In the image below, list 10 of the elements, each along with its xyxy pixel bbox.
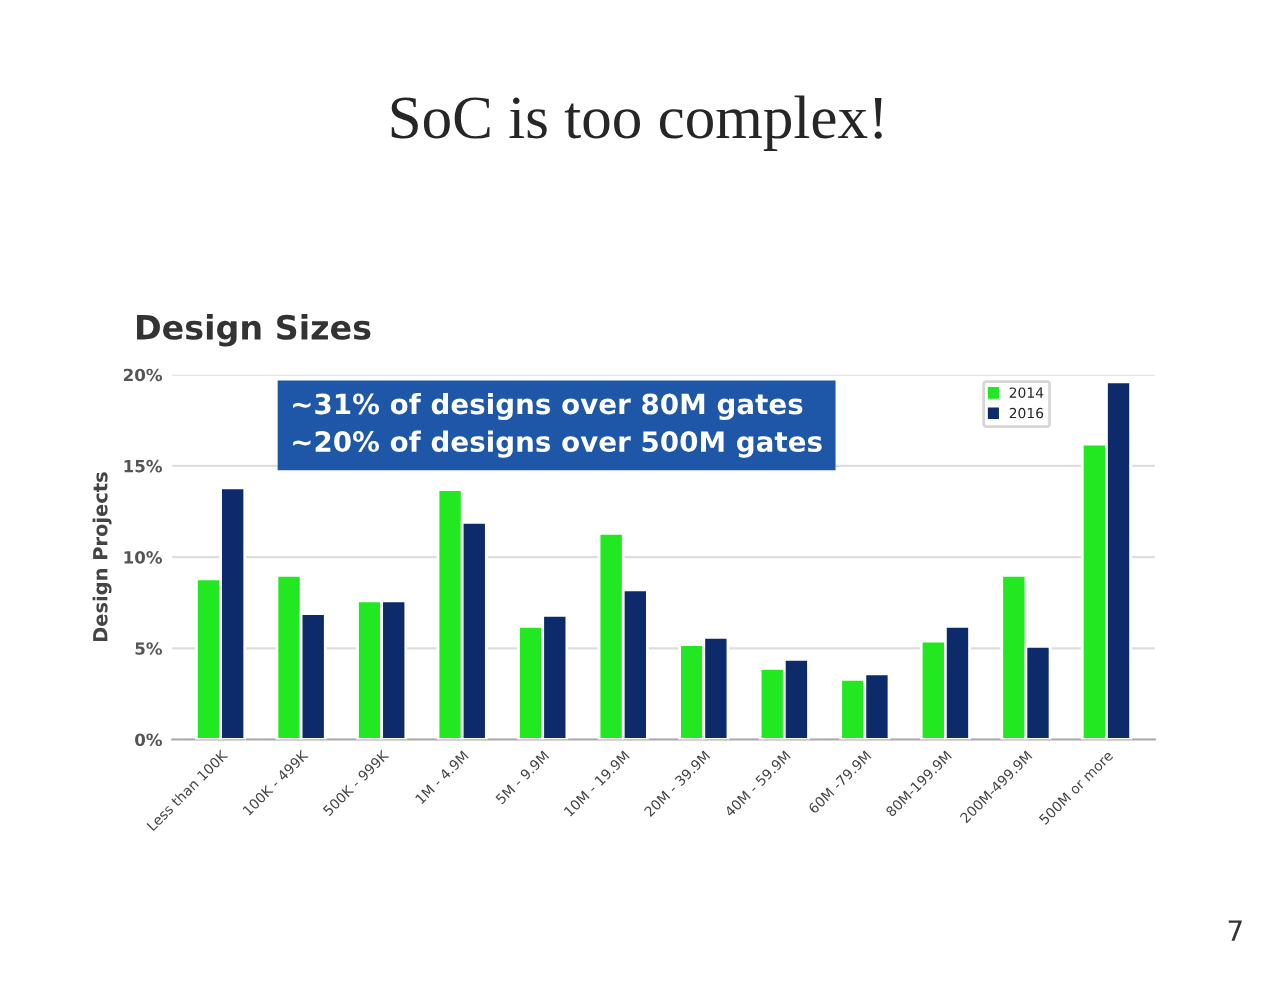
y-tick-label: 0% bbox=[135, 733, 163, 747]
y-tick-label: 5% bbox=[135, 642, 163, 655]
y-tick-label: 10% bbox=[124, 551, 163, 564]
chart-subtitle: Design Sizes bbox=[137, 314, 371, 347]
y-tick-label: 15% bbox=[124, 459, 163, 473]
y-tick-label: 20% bbox=[123, 368, 163, 382]
annotation: ~31% of designs over 80M gates ~20% of designs over 500M gates bbox=[293, 392, 822, 458]
y-axis-title: Design Projects bbox=[92, 472, 112, 642]
text: 7 bbox=[1228, 920, 1242, 941]
chart-title: SoC is too complex! bbox=[391, 95, 882, 151]
